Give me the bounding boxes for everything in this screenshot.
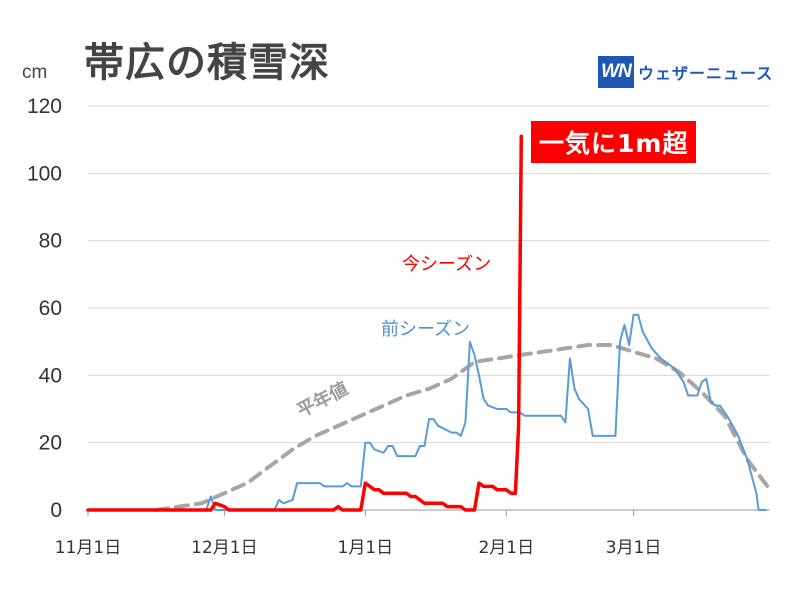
x-tick-label: 2月1日: [478, 538, 534, 558]
y-tick-label: 0: [50, 499, 62, 522]
wn-logo-icon: WN: [598, 56, 634, 88]
series-line-current: [86, 134, 524, 512]
x-tick-labels: 11月1日 12月1日 1月1日 2月1日 3月1日: [55, 510, 662, 558]
gridlines: [88, 105, 770, 511]
series-line-previous: [87, 313, 767, 511]
y-axis-unit: cm: [22, 62, 48, 83]
x-tick-label: 1月1日: [338, 538, 394, 558]
chart-title: 帯広の積雪深: [84, 40, 330, 86]
y-tick-label: 40: [39, 364, 62, 387]
logo-text: ウェザーニュース: [638, 64, 774, 83]
headline-banner: 一気に1m超: [531, 121, 697, 163]
y-tick-label: 60: [39, 297, 62, 320]
y-tick-labels: 0 20 40 60 80 100 120: [27, 95, 62, 522]
y-tick-label: 20: [39, 432, 62, 455]
x-tick-label: 3月1日: [606, 538, 662, 558]
x-tick-label: 11月1日: [55, 538, 121, 558]
x-tick-label: 12月1日: [191, 538, 257, 558]
y-tick-label: 120: [27, 95, 62, 118]
series-line-normal: [154, 343, 772, 512]
weathernews-logo: WN ウェザーニュース: [598, 56, 773, 88]
y-tick-label: 100: [27, 162, 62, 185]
series-lines: [86, 134, 772, 512]
series-label-previous: 前シーズン: [381, 319, 471, 340]
series-label-current: 今シーズン: [402, 254, 492, 275]
y-tick-label: 80: [39, 230, 62, 253]
